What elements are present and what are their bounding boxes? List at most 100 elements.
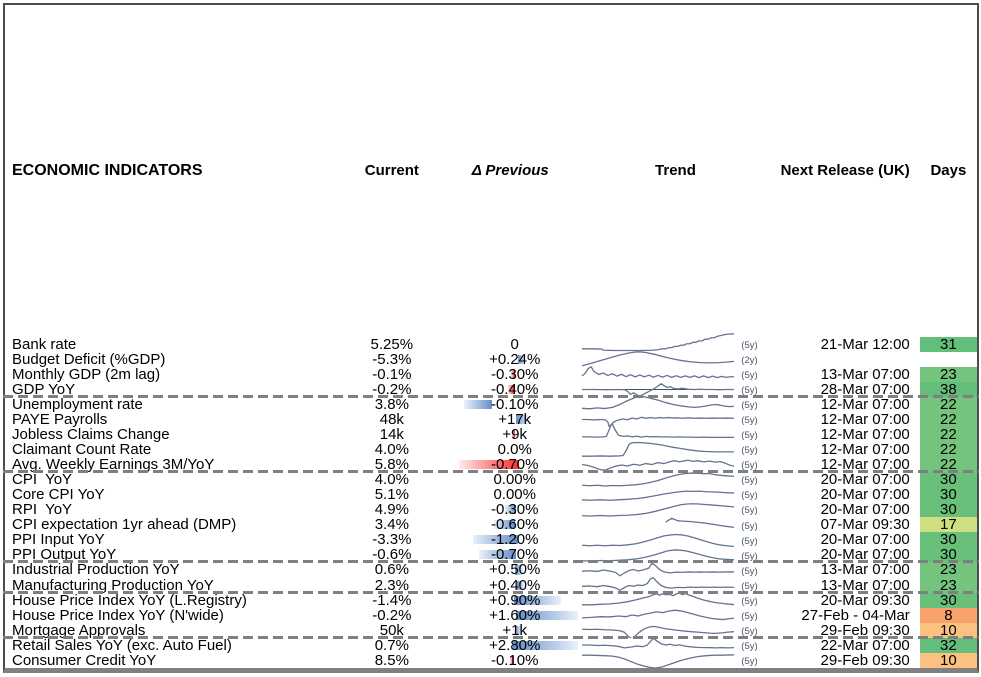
indicator-name-cell[interactable]: Unemployment rate xyxy=(12,396,143,412)
indicator-name-cell[interactable]: Manufacturing Production YoY xyxy=(12,577,214,593)
current-value-cell[interactable]: -0.2% xyxy=(372,380,412,398)
current-value-cell[interactable]: 4.0% xyxy=(374,471,409,489)
indicator-name-cell[interactable]: PPI Input YoY xyxy=(12,532,105,548)
delta-previous-cell[interactable]: -0.30% xyxy=(441,502,579,517)
current-value-cell[interactable]: -0.6% xyxy=(372,546,412,564)
trend-cell[interactable]: (5y) xyxy=(579,367,771,382)
next-release-cell[interactable]: 13-Mar 07:00 xyxy=(820,576,910,594)
indicator-name-cell[interactable]: Bank rate xyxy=(12,336,77,352)
indicator-name-cell[interactable]: Mortgage Approvals xyxy=(12,622,146,638)
trend-cell[interactable]: (5y) xyxy=(579,427,771,442)
days-cell[interactable]: 23 xyxy=(919,366,977,382)
indicator-name-cell[interactable]: RPI YoY xyxy=(12,502,73,518)
delta-previous-cell[interactable]: +9k xyxy=(441,427,579,442)
trend-cell[interactable]: (5y) xyxy=(579,532,771,547)
current-value-cell[interactable]: 14k xyxy=(379,425,404,443)
trend-cell[interactable]: (5y) xyxy=(579,653,771,668)
next-release-cell[interactable]: 22-Mar 07:00 xyxy=(820,636,910,654)
current-value-cell[interactable]: 0.6% xyxy=(374,561,409,579)
trend-cell[interactable]: (5y) xyxy=(579,457,771,472)
current-value-cell[interactable]: 50k xyxy=(379,621,404,639)
trend-cell[interactable]: (5y) xyxy=(579,578,771,593)
column-header-trend[interactable]: Trend xyxy=(655,162,696,180)
trend-cell[interactable]: (5y) xyxy=(579,608,771,623)
delta-previous-cell[interactable]: -1.20% xyxy=(441,532,579,547)
delta-previous-cell[interactable]: +17k xyxy=(441,412,579,427)
current-value-cell[interactable]: 3.8% xyxy=(374,395,409,413)
indicator-name-cell[interactable]: Retail Sales YoY (exc. Auto Fuel) xyxy=(12,637,232,653)
days-cell[interactable]: 10 xyxy=(919,652,977,668)
days-cell[interactable] xyxy=(920,352,977,367)
indicator-name-cell[interactable]: Consumer Credit YoY xyxy=(12,652,157,668)
indicator-name-cell[interactable]: Jobless Claims Change xyxy=(12,426,170,442)
indicator-name-cell[interactable]: CPI expectation 1yr ahead (DMP) xyxy=(12,517,237,533)
next-release-cell[interactable]: 20-Mar 09:30 xyxy=(820,591,910,609)
delta-previous-cell[interactable]: -0.10% xyxy=(441,397,579,412)
delta-previous-cell[interactable]: 0.00% xyxy=(441,472,579,487)
days-cell[interactable]: 22 xyxy=(919,426,977,442)
next-release-cell[interactable]: 27-Feb - 04-Mar xyxy=(801,606,910,624)
delta-previous-cell[interactable]: -0.70% xyxy=(441,457,579,472)
days-cell[interactable]: 23 xyxy=(919,562,977,578)
days-cell[interactable]: 22 xyxy=(919,457,977,473)
trend-cell[interactable]: (5y) xyxy=(579,412,771,427)
column-header-current[interactable]: Current xyxy=(364,162,419,180)
delta-previous-cell[interactable]: -0.70% xyxy=(441,547,579,562)
indicator-name-cell[interactable]: GDP YoY xyxy=(12,381,76,397)
trend-cell[interactable]: (5y) xyxy=(579,397,771,412)
current-value-cell[interactable]: -3.3% xyxy=(372,531,412,549)
delta-previous-cell[interactable]: -0.60% xyxy=(441,517,579,532)
next-release-cell[interactable]: 20-Mar 07:00 xyxy=(820,486,910,504)
trend-cell[interactable]: (5y) xyxy=(579,487,771,502)
delta-previous-cell[interactable]: -0.30% xyxy=(441,367,579,382)
indicator-name-cell[interactable]: Core CPI YoY xyxy=(12,487,105,503)
current-value-cell[interactable]: 8.5% xyxy=(374,651,409,669)
days-cell[interactable]: 30 xyxy=(919,487,977,503)
indicator-name-cell[interactable]: PPI Output YoY xyxy=(12,547,117,563)
days-cell[interactable]: 22 xyxy=(919,411,977,427)
next-release-cell[interactable]: 20-Mar 07:00 xyxy=(820,531,910,549)
days-cell[interactable]: 22 xyxy=(919,441,977,457)
next-release-cell[interactable]: 07-Mar 09:30 xyxy=(820,516,910,534)
next-release-cell[interactable]: 12-Mar 07:00 xyxy=(820,395,910,413)
current-value-cell[interactable]: 4.0% xyxy=(374,440,409,458)
trend-cell[interactable]: (5y) xyxy=(579,638,771,653)
trend-cell[interactable]: (5y) xyxy=(579,472,771,487)
next-release-cell[interactable]: 21-Mar 12:00 xyxy=(820,335,910,353)
current-value-cell[interactable]: 2.3% xyxy=(374,576,409,594)
next-release-cell[interactable]: 20-Mar 07:00 xyxy=(820,501,910,519)
column-header-delta-previous[interactable]: Δ Previous xyxy=(471,162,549,180)
indicator-name-cell[interactable]: Budget Deficit (%GDP) xyxy=(12,351,166,367)
delta-previous-cell[interactable]: +0.50% xyxy=(441,562,579,577)
trend-cell[interactable]: (5y) xyxy=(579,502,771,517)
days-cell[interactable]: 30 xyxy=(919,532,977,548)
trend-cell[interactable]: (5y) xyxy=(579,562,771,577)
next-release-cell[interactable]: 12-Mar 07:00 xyxy=(820,425,910,443)
indicator-name-cell[interactable]: Industrial Production YoY xyxy=(12,562,180,578)
trend-cell[interactable]: (5y) xyxy=(579,337,771,352)
current-value-cell[interactable]: -0.2% xyxy=(372,606,412,624)
next-release-cell[interactable]: 13-Mar 07:00 xyxy=(820,561,910,579)
indicator-name-cell[interactable]: House Price Index YoY (N'wide) xyxy=(12,607,224,623)
trend-cell[interactable]: (5y) xyxy=(579,442,771,457)
next-release-cell[interactable]: 12-Mar 07:00 xyxy=(820,456,910,474)
next-release-cell[interactable]: 29-Feb 09:30 xyxy=(820,621,910,639)
delta-previous-cell[interactable]: +2.80% xyxy=(441,638,579,653)
delta-previous-cell[interactable]: -0.10% xyxy=(441,653,579,668)
days-cell[interactable]: 31 xyxy=(919,336,977,352)
indicator-name-cell[interactable]: Claimant Count Rate xyxy=(12,441,152,457)
current-value-cell[interactable]: 4.9% xyxy=(374,501,409,519)
days-cell[interactable]: 30 xyxy=(919,502,977,518)
current-value-cell[interactable]: -0.1% xyxy=(372,365,412,383)
indicator-name-cell[interactable]: CPI YoY xyxy=(12,472,73,488)
next-release-cell[interactable]: 28-Mar 07:00 xyxy=(820,380,910,398)
days-cell[interactable]: 8 xyxy=(919,607,977,623)
column-header-days[interactable]: Days xyxy=(930,162,967,180)
trend-cell[interactable]: (5y) xyxy=(579,623,771,638)
delta-previous-cell[interactable]: +1k xyxy=(441,623,579,638)
current-value-cell[interactable]: -1.4% xyxy=(372,591,412,609)
next-release-cell[interactable]: 12-Mar 07:00 xyxy=(820,410,910,428)
next-release-cell[interactable]: 20-Mar 07:00 xyxy=(820,471,910,489)
delta-previous-cell[interactable]: -0.40% xyxy=(441,382,579,397)
delta-previous-cell[interactable]: +0.40% xyxy=(441,578,579,593)
